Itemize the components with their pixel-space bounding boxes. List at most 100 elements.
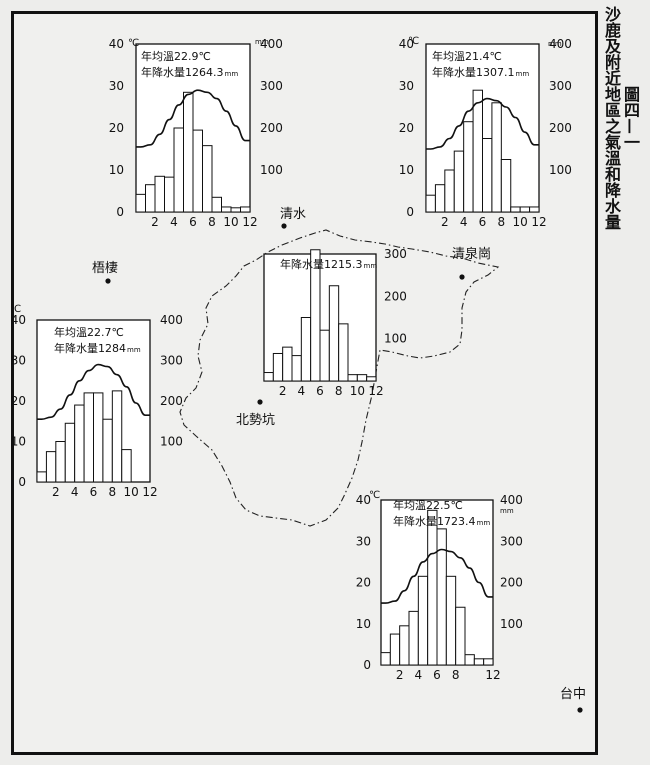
rain-bar-month-4: [164, 176, 175, 213]
place-dot-taichung: [577, 707, 583, 713]
rain-bar-month-2: [389, 633, 401, 666]
place-dot-qingshui: [281, 223, 287, 229]
temp-tick-label: 0: [406, 205, 414, 219]
month-tick-label: 6: [479, 215, 487, 229]
rain-tick-label: 100: [384, 332, 407, 346]
climate-chart-2: 100 200 300 2 4 6 8 10 12 年降水量1215.3mm: [263, 247, 407, 398]
rain-bar-month-11: [473, 658, 485, 666]
annual-precipitation-unit: mm: [127, 346, 141, 354]
district-boundary: [179, 229, 500, 527]
rain-tick-label: 300: [549, 79, 572, 93]
rain-bar-month-3: [55, 441, 66, 483]
month-tick-label: 8: [452, 668, 460, 682]
rain-bar-month-1: [425, 194, 436, 213]
rain-bar-month-7: [93, 392, 104, 483]
rain-tick-label: 400: [549, 37, 572, 51]
rain-bar-month-8: [202, 145, 213, 213]
rain-tick-label: 300: [384, 247, 407, 261]
rain-bar-month-6: [183, 91, 194, 213]
climate-chart-4: 0 10 20 30 40 100 200 300 400 2 4 6 8 12 ℃ mm 年均溫22.5℃ 年降…: [356, 490, 523, 682]
rain-tick-label: 200: [384, 289, 407, 303]
place-dot-qingquangang: [459, 274, 465, 280]
month-tick-label: 10: [350, 384, 365, 398]
temp-tick-label: 40: [11, 313, 26, 327]
temperature-line: [136, 89, 250, 148]
month-tick-label: 2: [52, 485, 60, 499]
rain-bar-month-8: [491, 102, 502, 213]
temp-unit-label: ℃: [128, 38, 139, 49]
rain-bar-month-3: [444, 169, 455, 213]
place-qingquangang: 清泉崗: [452, 246, 491, 280]
temp-unit-label: ℃: [10, 304, 21, 315]
month-tick-label: 10: [223, 215, 238, 229]
place-label-wuqi: 梧棲: [92, 261, 118, 276]
temp-tick-label: 10: [399, 163, 414, 177]
month-tick-label: 12: [142, 485, 157, 499]
rain-tick-label: 100: [160, 435, 183, 449]
place-beishikeng: 北勢坑: [236, 399, 275, 428]
rain-tick-label: 300: [160, 354, 183, 368]
rain-bar-month-3: [154, 175, 165, 213]
rain-bar-month-12: [529, 206, 540, 213]
rain-bar-month-5: [417, 575, 429, 666]
temp-tick-label: 40: [356, 493, 371, 507]
place-wuqi: 梧棲: [92, 261, 118, 284]
place-qingshui: 清水: [280, 207, 306, 229]
month-tick-label: 12: [485, 668, 500, 682]
rain-bar-month-5: [74, 404, 85, 483]
annual-mean-temperature: 年均溫22.5℃: [393, 498, 463, 512]
rain-bar-month-1: [135, 193, 146, 213]
month-tick-label: 4: [71, 485, 79, 499]
rain-bar-month-7: [192, 129, 203, 213]
annual-precipitation-value: 年降水量1264.3: [141, 65, 224, 79]
rain-bar-month-12: [366, 376, 377, 382]
rain-bar-month-2: [145, 184, 156, 213]
temp-tick-label: 30: [399, 79, 414, 93]
rain-tick-label: 200: [160, 394, 183, 408]
rain-tick-label: 400: [500, 493, 523, 507]
rain-unit-label: mm: [548, 40, 562, 48]
place-label-qingquangang: 清泉崗: [452, 246, 491, 262]
annual-precipitation: 年降水量1284mm: [54, 341, 141, 355]
rain-bar-month-4: [408, 610, 419, 666]
place-dot-wuqi: [105, 278, 111, 284]
rain-bar-month-2: [434, 184, 446, 213]
annual-mean-temperature: 年均溫22.9℃: [141, 49, 211, 63]
temp-tick-label: 20: [11, 394, 26, 408]
rain-bar-month-9: [211, 196, 222, 213]
rain-bar-month-11: [519, 206, 531, 213]
rain-bar-month-7: [482, 138, 493, 213]
rain-bar-month-9: [338, 323, 349, 382]
annual-precipitation: 年降水量1264.3mm: [141, 65, 238, 79]
rain-bar-month-7: [319, 329, 330, 382]
month-tick-label: 2: [396, 668, 404, 682]
annual-precipitation-unit: mm: [516, 70, 530, 78]
rain-bar-month-11: [230, 207, 241, 213]
temp-unit-label: ℃: [369, 490, 380, 501]
temp-tick-label: 10: [11, 435, 26, 449]
temperature-line: [37, 363, 150, 421]
rain-bar-month-8: [445, 575, 457, 666]
month-tick-label: 8: [208, 215, 216, 229]
rain-bar-month-10: [510, 206, 521, 213]
rain-tick-label: 200: [500, 576, 523, 590]
temp-tick-label: 0: [18, 475, 26, 489]
rain-bar-month-2: [272, 352, 284, 382]
rain-tick-label: 400: [160, 313, 183, 327]
rain-tick-label: 400: [260, 37, 283, 51]
rain-bar-month-8: [328, 285, 340, 382]
month-tick-label: 4: [460, 215, 468, 229]
month-tick-label: 2: [441, 215, 449, 229]
temp-tick-label: 10: [109, 163, 124, 177]
climate-chart-0: 0 10 20 30 40 100 200 300 400 2 4 6 8 10 12 ℃ mm 年均溫22.9℃…: [109, 37, 283, 229]
annual-precipitation-value: 年降水量1723.4: [393, 514, 476, 528]
annual-precipitation: 年降水量1723.4mm: [393, 514, 490, 528]
month-tick-label: 2: [151, 215, 159, 229]
rain-bar-month-3: [282, 346, 293, 382]
month-tick-label: 6: [90, 485, 98, 499]
rain-bar-month-12: [240, 206, 251, 213]
rain-bar-month-6: [83, 392, 95, 483]
month-tick-label: 10: [513, 215, 528, 229]
